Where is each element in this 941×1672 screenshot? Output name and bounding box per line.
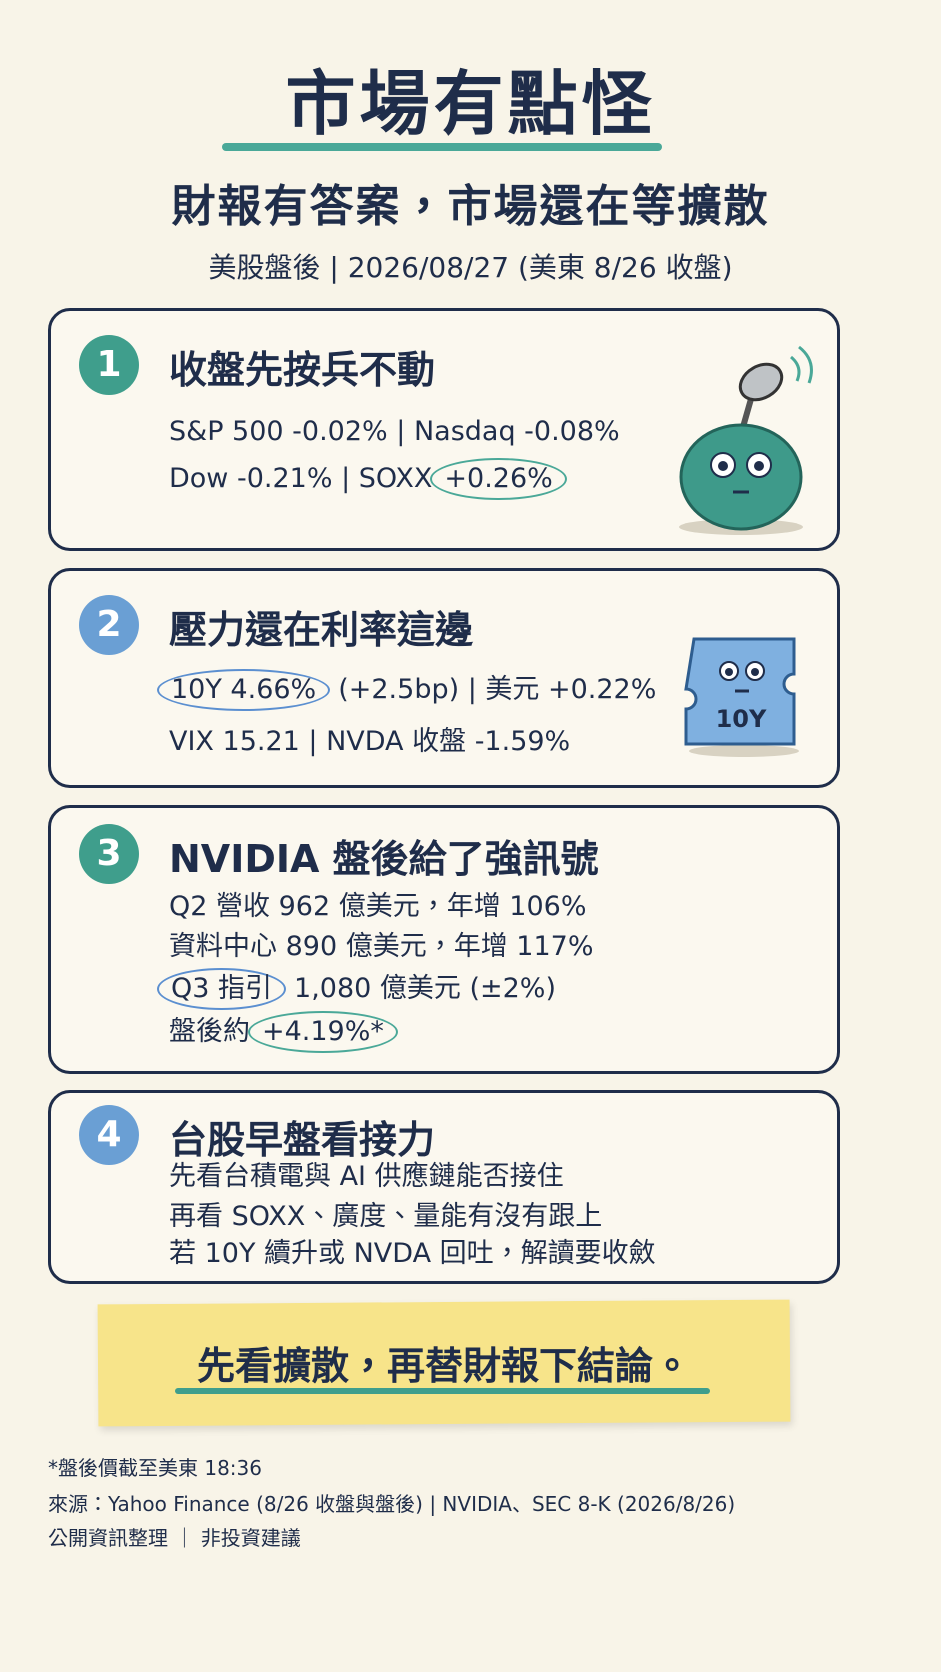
circled-text: +0.26% [430, 458, 567, 500]
section-line: 再看 SOXX、廣度、量能有沒有跟上 [169, 1200, 612, 1234]
callout-underline [175, 1388, 710, 1394]
line-text: Q2 營收 962 億美元，年增 106% [169, 891, 587, 922]
circled-text: +4.19%* [248, 1011, 398, 1053]
section-number: 1 [79, 335, 139, 395]
mascot-ticket-art [684, 637, 799, 757]
line-text: S&P 500 -0.02% | Nasdaq -0.08% [169, 416, 620, 447]
section-line: 盤後約 +4.19%* [169, 1011, 406, 1053]
line-text: 若 10Y 續升或 NVDA 回吐，解讀要收斂 [169, 1238, 656, 1269]
section-number: 4 [79, 1105, 139, 1165]
signal [789, 345, 813, 384]
dish [738, 362, 784, 402]
line-text: 資料中心 890 億美元，年增 117% [169, 931, 594, 962]
section-line: Q3 指引 1,080 億美元 (±2%) [157, 968, 566, 1010]
line-text: 1,080 億美元 (±2%) [294, 973, 556, 1004]
pupil [718, 461, 728, 471]
line-text: 再看 SOXX、廣度、量能有沒有跟上 [169, 1201, 603, 1232]
dateline: 美股盤後 | 2026/08/27 (美東 8/26 收盤) [208, 251, 733, 284]
section-line: 10Y 4.66% (+2.5bp) | 美元 +0.22% [157, 669, 666, 711]
mascot-ticket: 10Y [679, 629, 809, 763]
section-heading: 台股早盤看接力 [169, 1118, 436, 1162]
section-card: 1 收盤先按兵不動 S&P 500 -0.02% | Nasdaq -0.08% Do… [48, 308, 840, 551]
section-line: Dow -0.21% | SOXX +0.26% [169, 458, 575, 500]
line-text: Dow -0.21% | SOXX [169, 463, 433, 494]
section-line: VIX 15.21 | NVDA 收盤 -1.59% [169, 725, 580, 759]
disclaimer: 公開資訊整理 ｜ 非投資建議 [48, 1526, 301, 1550]
section-card: 3 NVIDIA 盤後給了強訊號 Q2 營收 962 億美元，年增 106% 資料中心… [48, 805, 840, 1074]
section-card: 2 壓力還在利率這邊 10Y 4.66% (+2.5bp) | 美元 +0.22% VI… [48, 568, 840, 788]
section-number: 3 [79, 824, 139, 884]
line-text: (+2.5bp) | 美元 +0.22% [338, 674, 657, 705]
section-line: 若 10Y 續升或 NVDA 回吐，解讀要收斂 [169, 1237, 666, 1271]
mascot-fuzzy [661, 337, 821, 541]
section-heading: 壓力還在利率這邊 [169, 608, 474, 652]
pupil [725, 668, 733, 676]
pupil [751, 668, 759, 676]
title: 市場有點怪 [285, 63, 656, 145]
shadow [689, 745, 799, 757]
line-text: 盤後約 [169, 1016, 250, 1047]
body [679, 423, 803, 531]
section-line: S&P 500 -0.02% | Nasdaq -0.08% [169, 415, 630, 449]
section-line: 資料中心 890 億美元，年增 117% [169, 930, 603, 964]
section-number: 2 [79, 595, 139, 655]
section-heading: NVIDIA 盤後給了強訊號 [169, 837, 599, 881]
line-text: VIX 15.21 | NVDA 收盤 -1.59% [169, 726, 571, 757]
footnote: *盤後價截至美東 18:36 [48, 1456, 262, 1480]
line-text: 先看台積電與 AI 供應鏈能否接住 [169, 1161, 564, 1192]
section-line: Q2 營收 962 億美元，年增 106% [169, 890, 597, 924]
callout: 先看擴散，再替財報下結論。 [196, 1344, 691, 1388]
ticket-label: 10Y [715, 705, 767, 733]
subtitle: 財報有答案，市場還在等擴散 [171, 181, 770, 232]
section-line: 先看台積電與 AI 供應鏈能否接住 [169, 1160, 574, 1194]
section-heading: 收盤先按兵不動 [169, 348, 436, 392]
circled-text: Q3 指引 [157, 968, 287, 1010]
mascot-fuzzy-art [679, 345, 813, 535]
title-underline [222, 143, 662, 151]
source: 來源：Yahoo Finance (8/26 收盤與盤後) | NVIDIA、S… [48, 1492, 736, 1516]
circled-text: 10Y 4.66% [157, 669, 331, 711]
section-card: 4 台股早盤看接力 先看台積電與 AI 供應鏈能否接住再看 SOXX、廣度、量能有沒… [48, 1090, 840, 1284]
pupil [754, 461, 764, 471]
